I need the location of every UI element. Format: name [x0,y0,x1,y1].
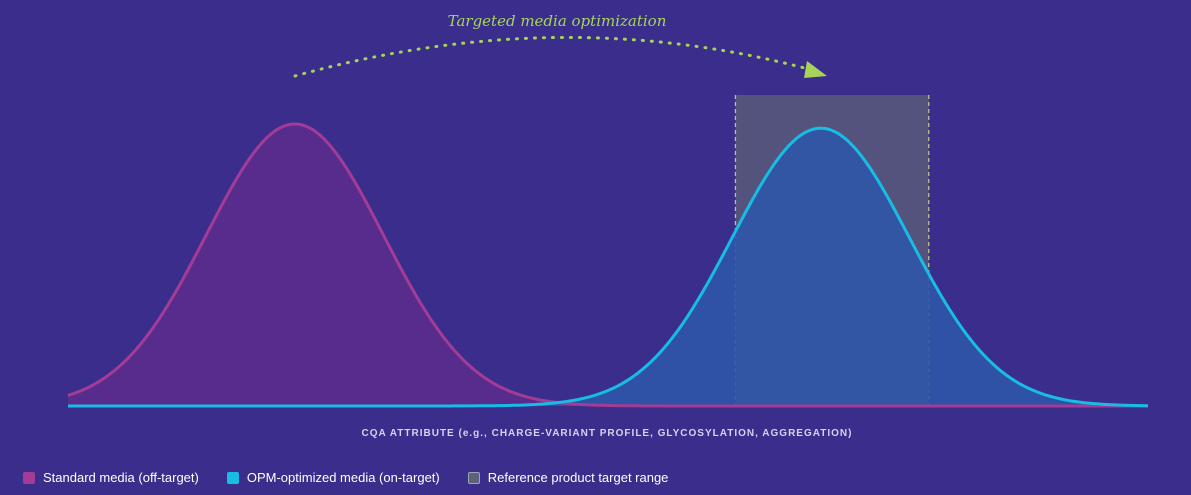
legend-swatch-opm [226,471,239,484]
legend-swatch-reference [467,471,480,484]
optimization-arrow [293,35,814,78]
x-axis-label: CQA ATTRIBUTE (e.g., CHARGE-VARIANT PROF… [362,428,853,439]
opm-media-area [68,128,1148,406]
standard-media-area [68,124,1148,406]
optimization-arrow-head [804,61,827,78]
legend-label-reference: Reference product target range [487,470,669,485]
legend-item-opm: OPM-optimized media (on-target) [226,470,440,485]
legend-label-standard: Standard media (off-target) [43,470,199,485]
standard-media-curve [67,122,1148,408]
legend-item-standard: Standard media (off-target) [23,470,199,485]
legend: Standard media (off-target) OPM-optimize… [23,470,696,485]
opm-media-curve [68,126,1148,408]
legend-swatch-standard [23,471,35,484]
legend-item-reference: Reference product target range [467,470,669,485]
legend-label-opm: OPM-optimized media (on-target) [246,470,440,485]
optimization-annotation: Targeted media optimization [448,12,667,30]
